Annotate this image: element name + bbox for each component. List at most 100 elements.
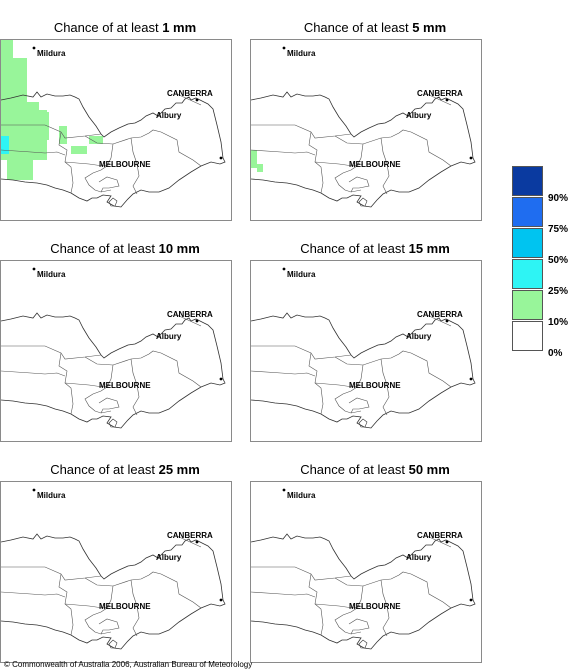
panel-title-10mm: Chance of at least 10 mm bbox=[50, 241, 200, 256]
city-marker bbox=[445, 540, 449, 544]
city-marker bbox=[219, 598, 223, 602]
district-boundary bbox=[251, 566, 352, 581]
district-boundary bbox=[64, 603, 114, 609]
port-phillip-bay bbox=[108, 639, 118, 649]
district-boundary bbox=[98, 618, 120, 635]
district-boundary bbox=[98, 397, 120, 414]
district-boundary bbox=[314, 161, 364, 167]
district-boundary bbox=[251, 149, 316, 156]
legend-label-25: 25% bbox=[548, 286, 569, 297]
city-marker bbox=[32, 488, 36, 492]
canberra-label: CANBERRA bbox=[167, 310, 213, 319]
state-outline bbox=[251, 533, 476, 650]
legend-label-90: 90% bbox=[548, 193, 569, 204]
panel-title-25mm: Chance of at least 25 mm bbox=[50, 462, 200, 477]
district-boundary bbox=[380, 579, 390, 637]
district-boundary bbox=[130, 137, 140, 195]
legend-swatch-0 bbox=[512, 321, 543, 351]
district-boundary bbox=[1, 345, 102, 360]
albury-label: Albury bbox=[156, 111, 182, 120]
city-marker bbox=[469, 156, 473, 160]
albury-label: Albury bbox=[406, 332, 432, 341]
city-marker bbox=[195, 319, 199, 323]
map-10mm: Mildura CANBERRA Albury MELBOURNE bbox=[0, 260, 232, 442]
district-boundary bbox=[334, 364, 364, 414]
district-boundary bbox=[348, 618, 370, 635]
mildura-label: Mildura bbox=[37, 491, 66, 500]
city-marker bbox=[445, 319, 449, 323]
melbourne-label: MELBOURNE bbox=[349, 602, 401, 611]
rainfall-probability-area bbox=[7, 158, 33, 180]
port-phillip-bay bbox=[108, 418, 118, 428]
district-boundary bbox=[334, 129, 452, 167]
district-boundary bbox=[84, 129, 202, 167]
melbourne-label: MELBOURNE bbox=[99, 160, 151, 169]
canberra-label: CANBERRA bbox=[417, 89, 463, 98]
city-marker bbox=[195, 540, 199, 544]
district-boundary bbox=[334, 571, 452, 609]
city-marker bbox=[32, 46, 36, 50]
city-marker bbox=[219, 156, 223, 160]
rainfall-probability-area bbox=[257, 164, 263, 172]
district-boundary bbox=[130, 358, 140, 416]
state-outline bbox=[1, 533, 226, 650]
district-boundary bbox=[334, 585, 364, 635]
panel-title-5mm: Chance of at least 5 mm bbox=[303, 20, 447, 35]
district-boundary bbox=[348, 397, 370, 414]
district-boundary bbox=[1, 124, 102, 139]
district-boundary bbox=[98, 176, 120, 193]
city-marker bbox=[282, 488, 286, 492]
district-boundary bbox=[1, 591, 66, 598]
canberra-label: CANBERRA bbox=[417, 531, 463, 540]
district-boundary bbox=[314, 382, 364, 388]
victoria-map: Mildura CANBERRA Albury MELBOURNE bbox=[251, 267, 476, 429]
map-50mm: Mildura CANBERRA Albury MELBOURNE bbox=[250, 481, 482, 663]
canberra-pointer bbox=[426, 93, 452, 106]
legend-label-50: 50% bbox=[548, 255, 569, 266]
district-boundary bbox=[251, 370, 316, 377]
albury-label: Albury bbox=[156, 553, 182, 562]
rainfall-probability-area-high bbox=[1, 136, 9, 154]
district-boundary bbox=[380, 137, 390, 195]
copyright-notice: © Commonwealth of Australia 2006, Austra… bbox=[4, 660, 253, 669]
city-marker bbox=[469, 598, 473, 602]
panel-title-1mm: Chance of at least 1 mm bbox=[53, 20, 197, 35]
state-outline bbox=[251, 91, 476, 208]
district-boundary bbox=[64, 382, 114, 388]
district-boundary bbox=[334, 350, 452, 388]
rainfall-probability-area bbox=[89, 136, 103, 144]
district-boundary bbox=[334, 143, 364, 193]
district-boundary bbox=[380, 358, 390, 416]
map-15mm: Mildura CANBERRA Albury MELBOURNE bbox=[250, 260, 482, 442]
legend-swatch-50 bbox=[512, 228, 543, 258]
port-phillip-bay bbox=[358, 639, 368, 649]
legend-swatch-25 bbox=[512, 259, 543, 289]
victoria-map: Mildura CANBERRA Albury MELBOURNE bbox=[1, 267, 226, 429]
city-marker bbox=[195, 98, 199, 102]
rainfall-probability-area bbox=[1, 40, 13, 110]
victoria-map: Mildura CANBERRA Albury MELBOURNE bbox=[1, 488, 226, 650]
mildura-label: Mildura bbox=[287, 49, 316, 58]
city-marker bbox=[32, 267, 36, 271]
city-marker bbox=[445, 98, 449, 102]
mildura-label: Mildura bbox=[287, 270, 316, 279]
melbourne-label: MELBOURNE bbox=[349, 160, 401, 169]
district-boundary bbox=[84, 143, 114, 193]
district-boundary bbox=[130, 579, 140, 637]
canberra-pointer bbox=[426, 314, 452, 327]
district-boundary bbox=[348, 176, 370, 193]
canberra-label: CANBERRA bbox=[417, 310, 463, 319]
district-boundary bbox=[64, 161, 114, 167]
state-outline bbox=[1, 312, 226, 429]
port-phillip-bay bbox=[358, 418, 368, 428]
legend-swatch-10 bbox=[512, 290, 543, 320]
district-boundary bbox=[84, 571, 202, 609]
legend-label-10: 10% bbox=[548, 317, 569, 328]
rainfall-probability-area bbox=[71, 146, 87, 154]
melbourne-label: MELBOURNE bbox=[99, 602, 151, 611]
district-boundary bbox=[84, 585, 114, 635]
panel-title-50mm: Chance of at least 50 mm bbox=[300, 462, 450, 477]
district-boundary bbox=[251, 345, 352, 360]
legend-label-0: 0% bbox=[548, 348, 563, 359]
melbourne-label: MELBOURNE bbox=[99, 381, 151, 390]
